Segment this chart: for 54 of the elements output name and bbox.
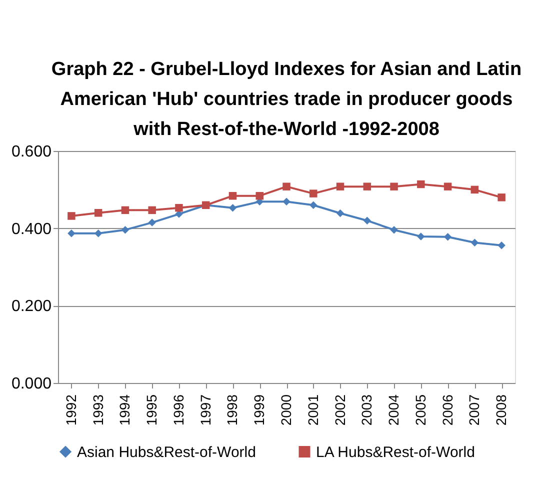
point [148, 206, 156, 214]
y-tick-label: 0.400 [11, 220, 52, 238]
point [336, 209, 344, 218]
point [282, 198, 290, 206]
point [444, 182, 452, 190]
point [363, 216, 372, 224]
point [470, 186, 479, 194]
legend-label: LA Hubs&Rest-of-World [316, 444, 475, 461]
x-tick-label: 2002 [332, 394, 348, 426]
point [148, 218, 156, 226]
point [121, 226, 130, 234]
x-tick-label: 1993 [90, 394, 106, 426]
point [310, 201, 318, 210]
x-tick-label: 2006 [439, 394, 456, 426]
point [470, 238, 479, 247]
x-tick-label: 1996 [170, 394, 186, 426]
x-tick-label: 2001 [304, 394, 321, 426]
point [68, 212, 76, 220]
point [417, 180, 425, 188]
x-tick-label: 2007 [466, 394, 482, 426]
point [94, 229, 102, 238]
x-tick-label: 1994 [116, 394, 133, 426]
x-tick-label: 2000 [278, 394, 294, 426]
x-tick-label: 1998 [224, 394, 240, 426]
x-tick-label: 2003 [358, 394, 375, 426]
point [336, 182, 344, 190]
point [256, 192, 264, 200]
point [390, 182, 398, 190]
x-tick-label: 1999 [251, 394, 268, 426]
point [68, 229, 76, 238]
point [417, 232, 425, 240]
point [363, 182, 372, 190]
x-tick-label: 1995 [144, 394, 160, 426]
y-tick-label: 0.600 [11, 144, 52, 160]
point [444, 232, 452, 241]
point [390, 226, 398, 234]
x-tick-label: 1997 [197, 394, 214, 426]
x-tick-label: 2008 [493, 394, 510, 426]
chart-title: Graph 22 - Grubel-Lloyd Indexes for Asian and Latin American 'Hub' countries trade in producer goods with Rest-of-the-World -1992-2008 [51, 59, 522, 140]
point [498, 194, 506, 202]
y-tick-label: 0.200 [11, 298, 52, 316]
point [228, 204, 237, 212]
y-tick-label: 0.000 [11, 376, 52, 392]
point [310, 190, 318, 198]
legend-label: Asian Hubs&Rest-of-World [77, 444, 256, 461]
x-tick-label: 2005 [412, 394, 428, 426]
point [175, 204, 183, 212]
point [121, 206, 130, 214]
point [228, 192, 237, 200]
x-tick-label: 1992 [62, 394, 79, 426]
point [498, 241, 506, 250]
point [282, 182, 290, 190]
x-tick-label: 2004 [386, 394, 402, 426]
point [94, 208, 102, 217]
